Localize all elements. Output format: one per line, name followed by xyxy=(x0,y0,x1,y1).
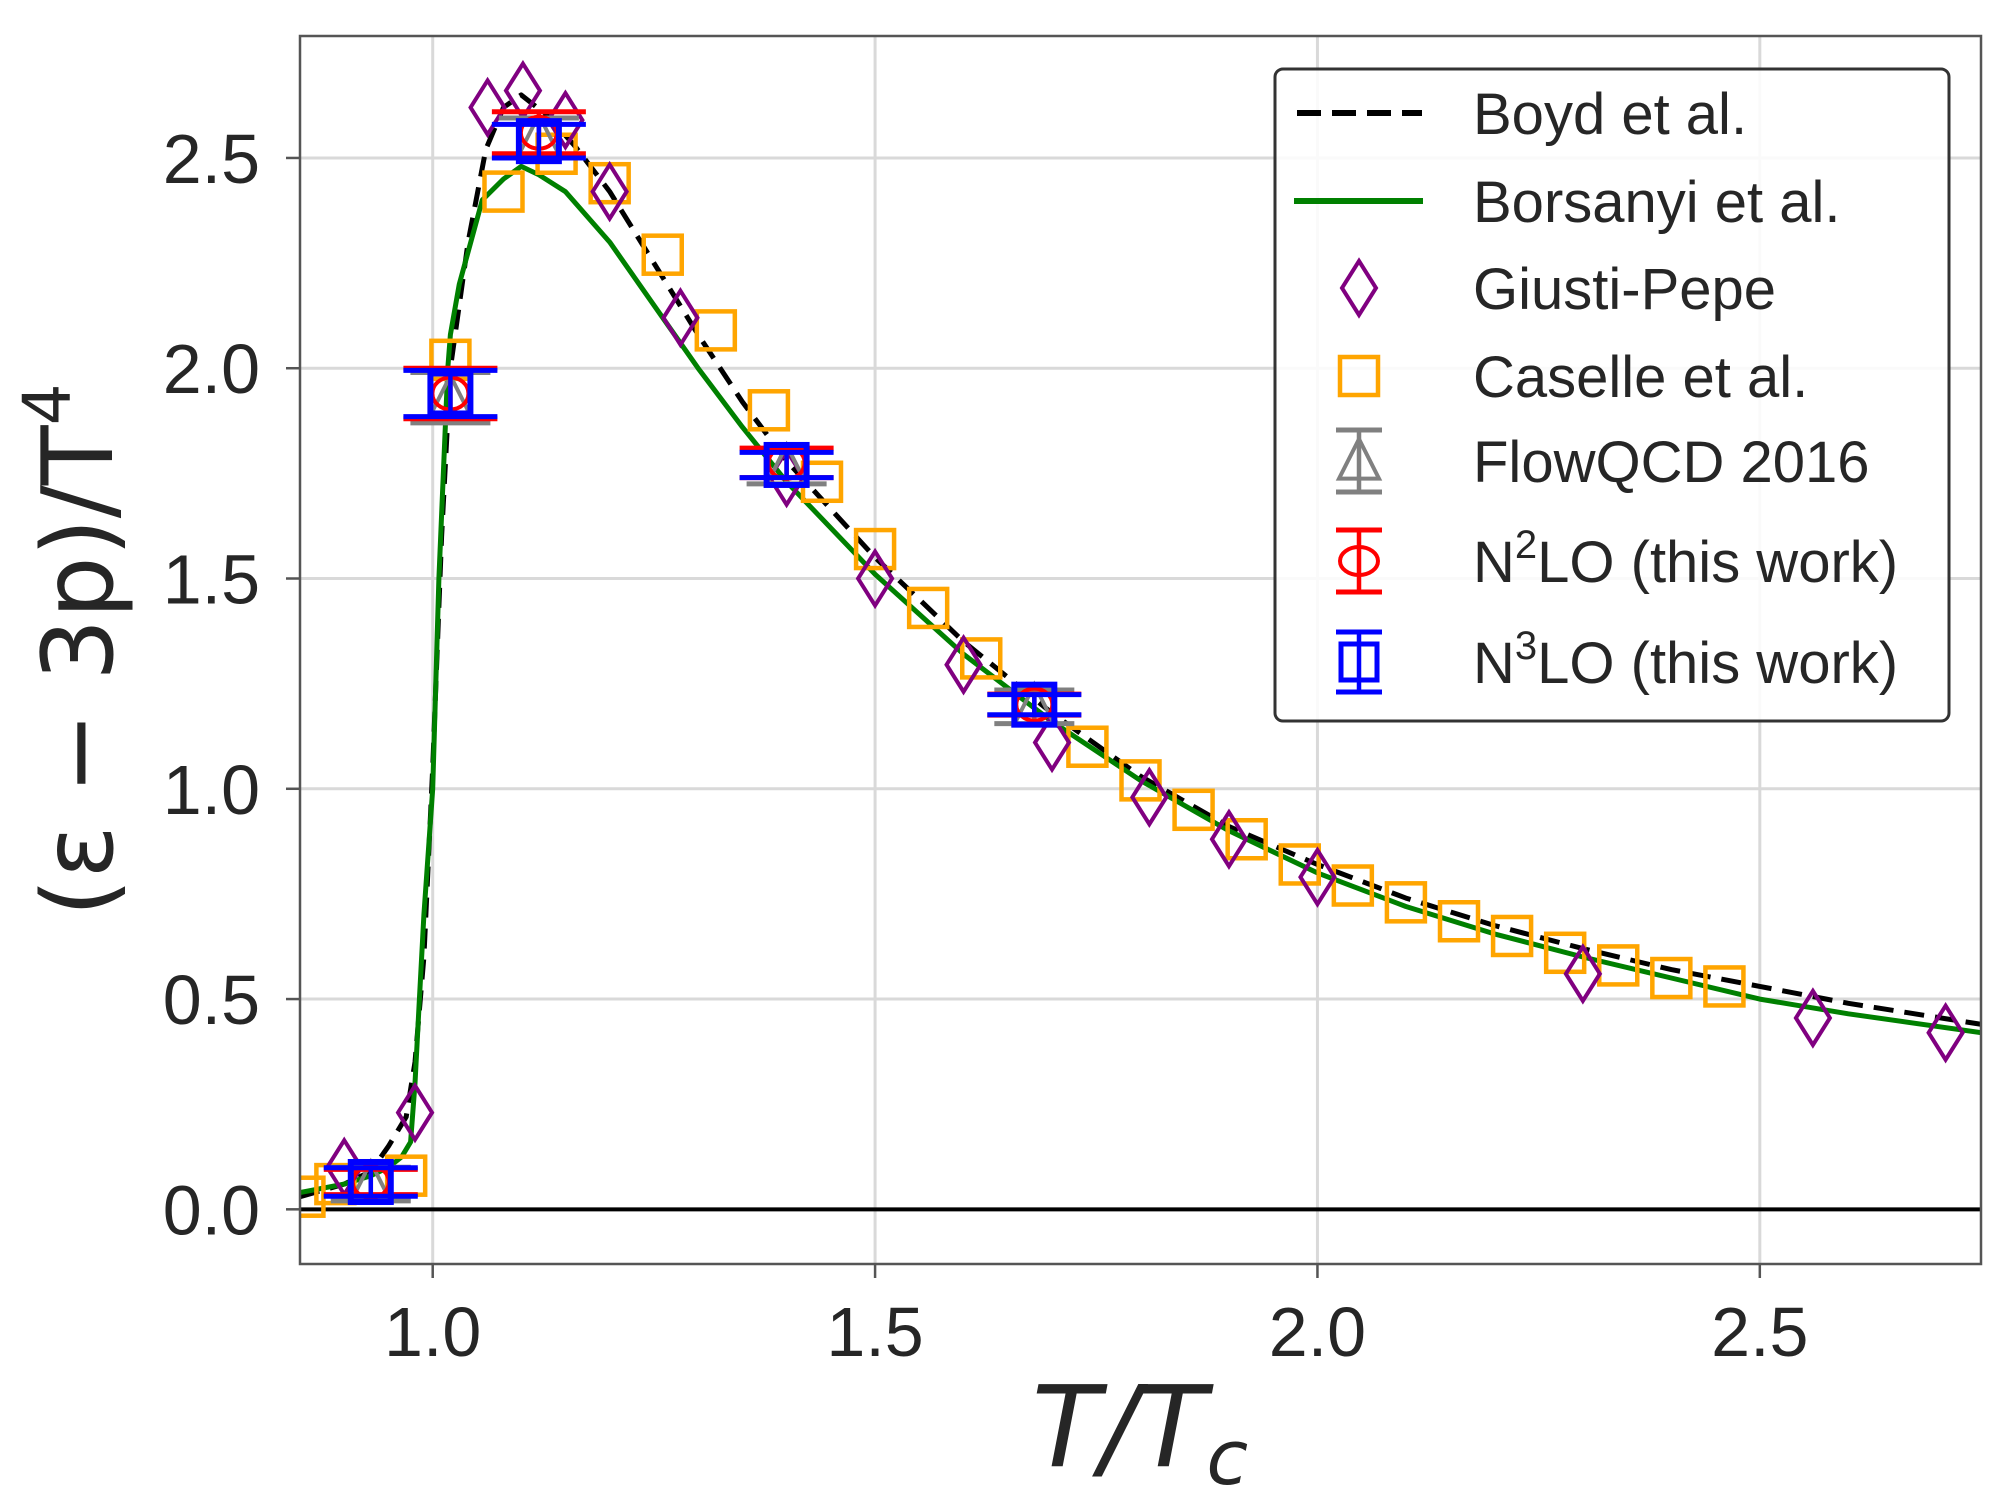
legend-label-rest: LO (this work) xyxy=(1537,631,1898,696)
caselle-marker xyxy=(1119,759,1162,802)
legend-label: N3LO (this work) xyxy=(1473,624,1898,696)
x-tick-label: 2.5 xyxy=(1711,1293,1808,1371)
giusti-pepe-marker xyxy=(590,160,630,223)
giusti-pepe-marker xyxy=(468,76,507,139)
legend-label-sup: 3 xyxy=(1515,624,1537,668)
legend-diamond-icon xyxy=(1339,257,1379,319)
giusti-pepe-marker xyxy=(661,287,700,349)
y-tick-label: 0.0 xyxy=(163,1171,260,1249)
legend-label-rest: LO (this work) xyxy=(1537,530,1898,595)
n3lo-marker xyxy=(515,118,562,165)
legend-label: Borsanyi et al. xyxy=(1473,170,1841,235)
caselle-marker xyxy=(694,309,738,352)
y-axis-label-main: (ε − 3p)/T xyxy=(22,424,136,916)
legend-item: Boyd et al. xyxy=(1297,82,1747,147)
legend-label: N2LO (this work) xyxy=(1473,523,1898,595)
giusti-pepe-marker xyxy=(1926,1001,1965,1064)
legend-item: Borsanyi et al. xyxy=(1294,170,1841,235)
legend-label-main: N xyxy=(1473,631,1515,696)
legend-label: Boyd et al. xyxy=(1473,82,1747,147)
n3lo-marker xyxy=(1011,681,1058,728)
legend-label: FlowQCD 2016 xyxy=(1473,430,1869,495)
giusti-pepe-marker xyxy=(1793,987,1833,1049)
legend-label: Caselle et al. xyxy=(1473,345,1808,410)
legend: Boyd et al. Borsanyi et al. Giusti-Pepe Cas… xyxy=(1273,67,1951,723)
n3lo-marker xyxy=(347,1158,394,1205)
y-tick-label: 0.5 xyxy=(163,961,260,1039)
caselle-marker xyxy=(1331,864,1375,907)
legend-item: FlowQCD 2016 xyxy=(1335,427,1869,495)
svg-text:T/Tc: T/Tc xyxy=(1032,1363,1248,1502)
y-axis-label: (ε − 3p)/T4 xyxy=(9,383,136,916)
errorbars xyxy=(323,109,1082,1205)
x-tick-label: 1.0 xyxy=(384,1293,481,1371)
giusti-pepe-marker xyxy=(1563,943,1603,1005)
caselle-marker xyxy=(1703,965,1746,1008)
caselle-marker xyxy=(1597,944,1640,987)
giusti-pepe-marker xyxy=(1032,711,1072,774)
caselle-marker xyxy=(959,637,1003,680)
caselle-marker xyxy=(1490,914,1534,958)
legend-item: Caselle et al. xyxy=(1337,345,1808,410)
legend-item: N3LO (this work) xyxy=(1336,624,1898,696)
y-axis-label-sup: 4 xyxy=(9,383,86,425)
caselle-marker xyxy=(1225,817,1268,861)
legend-circle-icon xyxy=(1338,545,1380,577)
caselle-marker xyxy=(300,1175,326,1218)
x-axis-label: T/Tc xyxy=(1032,1363,1248,1502)
giusti-pepe-marker xyxy=(855,547,895,610)
caselle-marker xyxy=(1384,881,1428,924)
x-axis-label-sub: c xyxy=(1206,1413,1248,1502)
legend-triangle-icon xyxy=(1335,434,1383,481)
y-tick-label: 2.5 xyxy=(163,120,260,198)
caselle-marker xyxy=(1278,843,1322,886)
x-tick-label: 2.0 xyxy=(1269,1293,1366,1371)
n3lo-marker xyxy=(427,370,474,417)
y-tick-label: 2.0 xyxy=(163,330,260,408)
giusti-pepe-marker xyxy=(1298,846,1337,908)
legend-frame xyxy=(1273,67,1951,723)
giusti-pepe-marker xyxy=(1209,808,1249,871)
legend-square-errorbar-icon xyxy=(1338,641,1380,683)
giusti-pepe-marker xyxy=(395,1081,435,1144)
legend-item: Giusti-Pepe xyxy=(1339,257,1776,322)
caselle-marker xyxy=(747,389,791,432)
legend-label-main: N xyxy=(1473,530,1515,595)
x-axis-label-main: T/T xyxy=(1032,1363,1214,1493)
giusti-pepe-marker xyxy=(1129,766,1169,828)
legend-item: N2LO (this work) xyxy=(1336,523,1898,595)
caselle-marker xyxy=(482,170,525,213)
caselle-marker xyxy=(906,586,950,630)
legend-square-icon xyxy=(1337,354,1381,398)
caselle-marker xyxy=(1650,956,1693,1000)
giusti-pepe-marker xyxy=(944,633,983,696)
y-tick-label: 1.0 xyxy=(163,751,260,829)
legend-label-sup: 2 xyxy=(1515,523,1537,567)
legend-label: Giusti-Pepe xyxy=(1473,257,1776,322)
caselle-marker xyxy=(853,527,897,571)
x-tick-label: 1.5 xyxy=(826,1293,923,1371)
caselle-marker xyxy=(1437,900,1481,943)
ticks: 1.0 1.5 2.0 2.5 0.0 0.5 1.0 1.5 2.0 2.5 xyxy=(163,120,1809,1371)
y-tick-label: 1.5 xyxy=(163,541,260,619)
svg-text:(ε − 3p)/T4: (ε − 3p)/T4 xyxy=(9,383,136,916)
caselle-marker xyxy=(641,233,684,276)
plot-frame xyxy=(298,34,1983,1266)
n3lo-marker xyxy=(763,441,810,488)
caselle-marker xyxy=(1172,788,1215,832)
